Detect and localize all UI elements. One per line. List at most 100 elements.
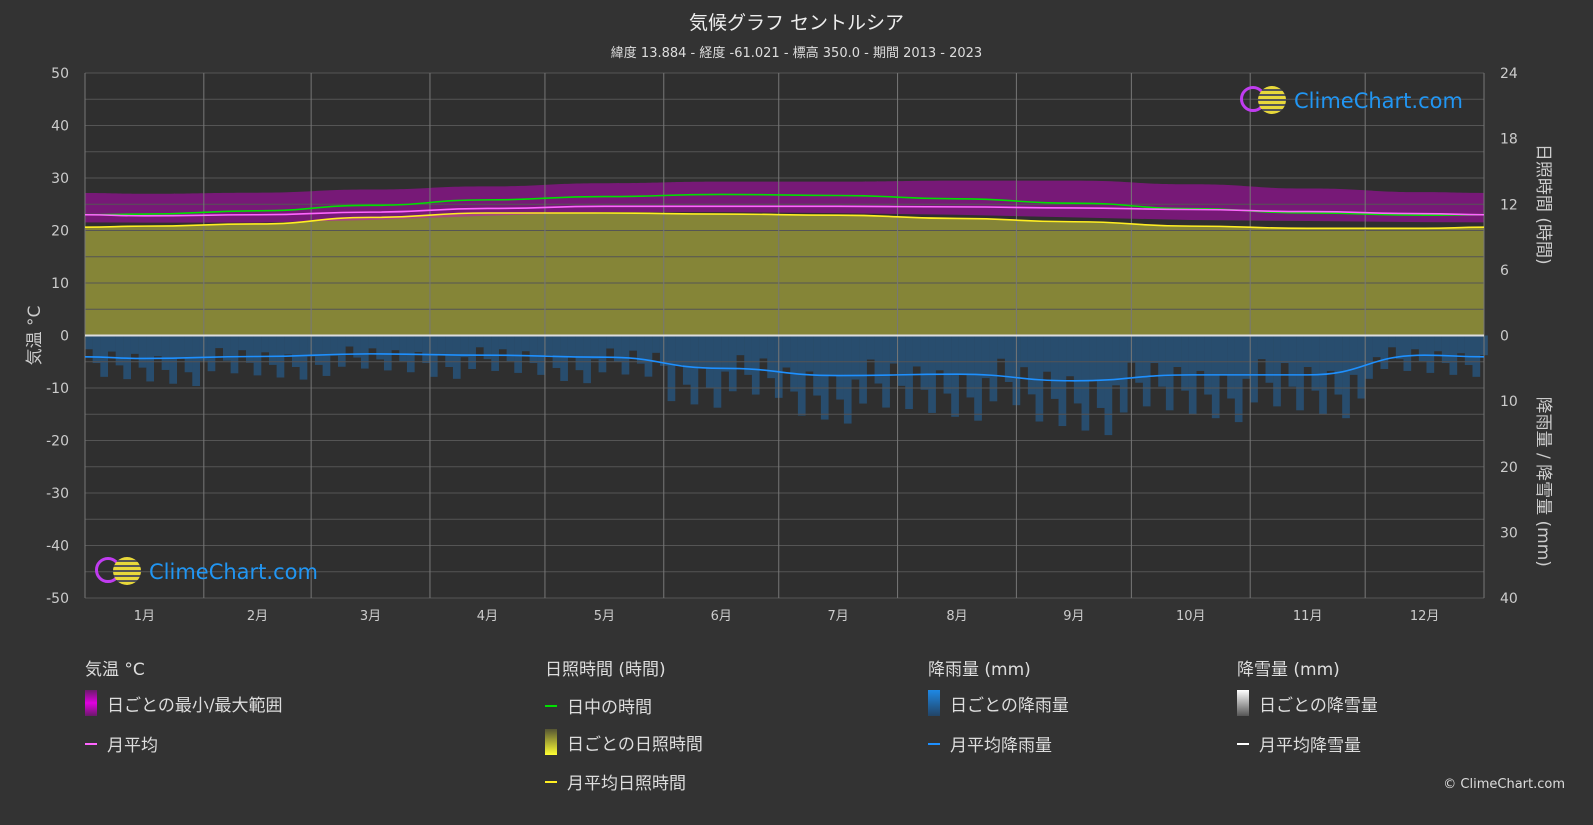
rain-daily-bar	[498, 335, 507, 350]
rain-daily-bar	[130, 335, 139, 354]
logo-top[interactable]: ClimeChart.com	[1240, 86, 1463, 116]
month-label: 5月	[594, 609, 615, 624]
month-label: 9月	[1063, 609, 1084, 624]
rain-daily-bar	[1181, 335, 1189, 391]
logo-text: ClimeChart.com	[1294, 89, 1463, 113]
right-bottom-tick-label: 10	[1500, 394, 1518, 410]
sunshine-area	[85, 213, 1484, 336]
month-label: 3月	[360, 609, 381, 624]
rain-daily-bar	[1457, 335, 1465, 354]
legend-rain-title: 降雨量 (mm)	[928, 660, 1031, 680]
rain-daily-bar	[989, 335, 998, 402]
rain-daily-bar	[728, 335, 737, 392]
month-label: 8月	[946, 609, 967, 624]
rain-daily-bar	[1372, 335, 1381, 358]
logo-bottom[interactable]: ClimeChart.com	[95, 557, 318, 587]
left-tick-label: -40	[46, 539, 69, 555]
snow-swatch-icon	[1237, 690, 1249, 716]
month-label: 4月	[477, 609, 498, 624]
rain-daily-bar	[491, 335, 499, 371]
rain-daily-bar	[1219, 335, 1228, 375]
legend-label: 日ごとの降雨量	[950, 695, 1069, 716]
rain-daily-bar	[943, 335, 952, 394]
rain-daily-bar	[636, 335, 645, 364]
legend-snow-title: 降雪量 (mm)	[1237, 660, 1340, 680]
temp-range-band	[85, 180, 1484, 223]
rain-daily-bar	[583, 335, 591, 384]
sunshine-swatch-icon	[545, 729, 557, 755]
rain-daily-bar	[790, 335, 798, 392]
rain-daily-bar	[483, 335, 492, 360]
rain-daily-bar	[1227, 335, 1235, 399]
left-axis-title: 気温 °C	[25, 306, 45, 366]
left-tick-label: -20	[46, 434, 69, 450]
rain-daily-bar	[782, 335, 791, 368]
legend-label: 日ごとの最小/最大範囲	[107, 695, 283, 716]
rain-daily-bar	[437, 335, 446, 356]
rain-daily-bar	[291, 335, 300, 367]
rain-daily-bar	[598, 335, 607, 373]
rain-daily-bar	[399, 335, 407, 362]
rain-daily-bar	[1135, 335, 1143, 383]
legend-sunshine-mean: 月平均日照時間	[545, 769, 686, 794]
sunshine-mean-line	[84, 212, 1485, 230]
left-tick-label: 10	[51, 276, 69, 292]
rain-daily-bar	[1020, 335, 1028, 368]
rain-daily-bar	[1380, 335, 1389, 369]
legend-label: 月平均	[107, 736, 158, 756]
rain-daily-bar	[567, 335, 576, 358]
rain-daily-bar	[192, 335, 200, 387]
rain-daily-bar	[176, 335, 185, 359]
rain-daily-bar	[813, 335, 821, 396]
copyright: © ClimeChart.com	[1443, 777, 1565, 792]
rain-daily-bar	[169, 335, 177, 384]
rain-daily-bar	[866, 335, 875, 360]
rain-daily-bar	[345, 335, 354, 347]
rain-daily-bar	[951, 335, 959, 417]
rain-daily-bar	[85, 335, 93, 350]
right-top-tick-label: 0	[1500, 329, 1509, 345]
right-bottom-axis-title: 降雨量 / 降雪量 (mm)	[1533, 397, 1553, 567]
rain-daily-bar	[215, 335, 223, 349]
rain-daily-bar	[797, 335, 806, 416]
rain-daily-bar	[1050, 335, 1059, 399]
rain-daily-bar	[1004, 335, 1013, 382]
rain-daily-bar	[1173, 335, 1182, 367]
rain-mean-line	[84, 353, 1485, 382]
rain-daily-bar	[391, 335, 400, 351]
rain-daily-bar	[1403, 335, 1412, 371]
rain-daily-bar	[805, 335, 814, 372]
rain-daily-bar	[184, 335, 193, 373]
logo-icon	[95, 557, 143, 587]
right-top-tick-label: 12	[1500, 197, 1518, 213]
rain-daily-bar	[1035, 335, 1044, 422]
rain-daily-bar	[1150, 335, 1159, 364]
rain-daily-bar	[1250, 335, 1258, 403]
daylight-swatch-icon	[545, 704, 557, 707]
rain-daily-bar	[1089, 335, 1097, 381]
right-top-tick-label: 24	[1500, 66, 1518, 82]
rain-daily-bar	[1142, 335, 1151, 407]
rain-daily-bar	[445, 335, 453, 367]
rain-daily-bar	[836, 335, 844, 400]
rain-daily-bar	[621, 335, 630, 375]
left-tick-label: 50	[51, 66, 69, 82]
rain-daily-bar	[851, 335, 860, 380]
rain-daily-bar	[422, 335, 430, 364]
left-tick-label: 30	[51, 171, 69, 187]
rain-daily-bar	[1242, 335, 1251, 379]
right-bottom-tick-label: 30	[1500, 525, 1518, 541]
rain-daily-bar	[889, 335, 898, 364]
rain-daily-bar	[514, 335, 522, 373]
rain-daily-bar	[721, 335, 729, 372]
rain-daily-bar	[744, 335, 752, 375]
rain-daily-bar	[506, 335, 515, 362]
rain-daily-bar	[1326, 335, 1335, 371]
rain-daily-bar	[690, 335, 699, 405]
rain-daily-bar	[843, 335, 852, 424]
rain-daily-bar	[1073, 335, 1082, 404]
legend-rain-mean: 月平均降雨量	[928, 731, 1052, 756]
rain-daily-bar	[414, 335, 423, 353]
rain-daily-bar	[1196, 335, 1205, 371]
rain-daily-bar	[207, 335, 216, 372]
